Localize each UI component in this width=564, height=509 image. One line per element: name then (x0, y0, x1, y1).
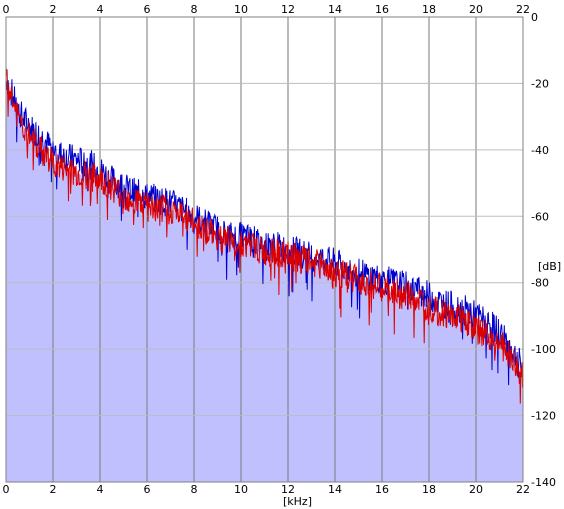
x-tick-label-bottom-3: 6 (144, 483, 151, 496)
x-tick-label-top-11: 22 (516, 3, 530, 16)
x-tick-label-bottom-8: 16 (375, 483, 389, 496)
x-tick-label-top-1: 2 (50, 3, 57, 16)
x-tick-label-top-5: 10 (234, 3, 248, 16)
x-tick-labels-bottom: 0 2 4 6 8 10 12 14 16 18 20 22 (3, 483, 531, 496)
x-tick-label-top-7: 14 (328, 3, 342, 16)
y-tick-label-1: -20 (531, 77, 549, 90)
x-tick-label-top-4: 8 (191, 3, 198, 16)
x-tick-label-bottom-6: 12 (281, 483, 295, 496)
spectrum-fill-layer (6, 80, 523, 482)
plot-frame (5, 16, 524, 483)
x-tick-label-bottom-10: 20 (469, 483, 483, 496)
x-tick-label-bottom-9: 18 (422, 483, 436, 496)
y-tick-label-7: -140 (531, 476, 556, 489)
x-tick-label-top-2: 4 (97, 3, 104, 16)
x-tick-label-top-8: 16 (375, 3, 389, 16)
y-tick-label-0: 0 (531, 11, 538, 24)
x-tick-label-bottom-1: 2 (50, 483, 57, 496)
x-tick-label-bottom-2: 4 (97, 483, 104, 496)
grid-layer (5, 16, 524, 483)
x-tick-label-top-9: 18 (422, 3, 436, 16)
series-line-1 (5, 68, 524, 404)
y-tick-label-4: -80 (531, 277, 549, 290)
x-tick-label-bottom-11: 22 (516, 483, 530, 496)
y-tick-label-6: -120 (531, 410, 556, 423)
x-tick-label-top-6: 12 (281, 3, 295, 16)
y-tick-label-2: -40 (531, 144, 549, 157)
x-tick-label-bottom-5: 10 (234, 483, 248, 496)
x-tick-labels-top: 0 2 4 6 8 10 12 14 16 18 20 22 (3, 3, 531, 16)
x-tick-label-bottom-0: 0 (3, 483, 10, 496)
x-tick-label-top-0: 0 (3, 3, 10, 16)
y-axis-label: [dB] (538, 260, 561, 273)
x-axis-label: [kHz] (283, 495, 312, 508)
y-tick-label-3: -60 (531, 210, 549, 223)
spectrum-fill (6, 80, 523, 482)
x-tick-label-top-10: 20 (469, 3, 483, 16)
series-layer (5, 68, 524, 404)
y-tick-labels: 0 -20 -40 -60 -80 -100 -120 -140 (531, 11, 556, 489)
x-tick-label-bottom-7: 14 (328, 483, 342, 496)
y-tick-label-5: -100 (531, 343, 556, 356)
x-tick-label-bottom-4: 8 (191, 483, 198, 496)
x-tick-label-top-3: 6 (144, 3, 151, 16)
